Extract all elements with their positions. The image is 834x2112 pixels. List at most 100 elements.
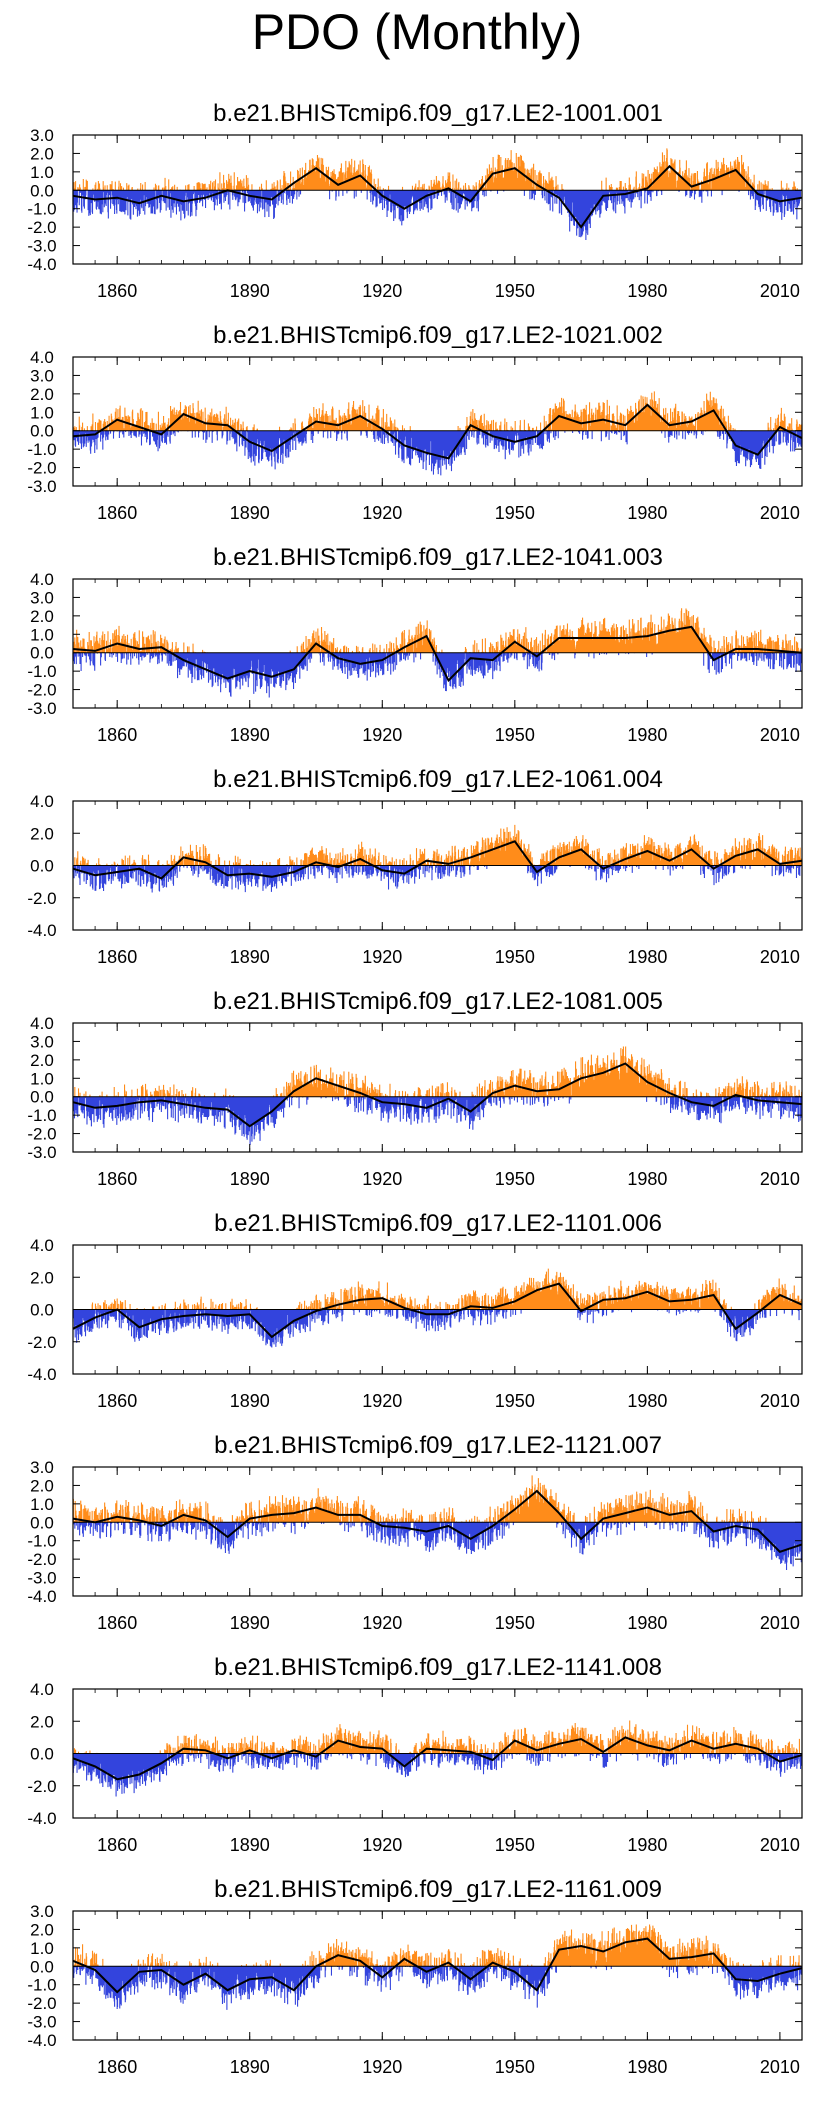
plot-frame	[72, 578, 803, 709]
x-tick-label: 1860	[97, 2057, 137, 2077]
x-tick-label: 1860	[97, 281, 137, 301]
positive-bars	[74, 1046, 803, 1097]
y-tick-label: -1.0	[27, 200, 56, 219]
x-tick-label: 1860	[97, 1169, 137, 1189]
y-tick-label: -1.0	[27, 1976, 56, 1995]
x-tick-label: 1980	[627, 947, 667, 967]
plot-frame	[72, 1466, 803, 1597]
y-tick-label: -2.0	[27, 1333, 56, 1352]
chart-title: b.e21.BHISTcmip6.f09_g17.LE2-1081.005	[213, 988, 663, 1015]
y-tick-label: 2.0	[30, 1051, 54, 1070]
y-tick-label: -1.0	[27, 662, 56, 681]
negative-bars	[72, 865, 802, 893]
y-tick-label: 4.0	[30, 1680, 54, 1699]
chart-panel-8: b.e21.BHISTcmip6.f09_g17.LE2-1141.008 -4.…	[27, 1654, 803, 1855]
x-tick-label: 1950	[495, 1391, 535, 1411]
positive-bars	[74, 824, 803, 866]
y-tick-label: 2.0	[30, 1712, 54, 1731]
x-tick-label: 2010	[760, 947, 800, 967]
chart-title: b.e21.BHISTcmip6.f09_g17.LE2-1041.003	[213, 544, 663, 571]
smoothed-line	[72, 1937, 803, 1994]
x-tick-label: 1890	[230, 1613, 270, 1633]
y-tick-label: 0.0	[30, 644, 54, 663]
chart-title: b.e21.BHISTcmip6.f09_g17.LE2-1021.002	[213, 322, 663, 349]
y-tick-label: 3.0	[30, 366, 54, 385]
chart-title: b.e21.BHISTcmip6.f09_g17.LE2-1161.009	[214, 1876, 662, 1903]
y-tick-label: -2.0	[27, 1777, 56, 1796]
y-tick-label: -2.0	[27, 681, 56, 700]
y-tick-label: -2.0	[27, 889, 56, 908]
chart-title: b.e21.BHISTcmip6.f09_g17.LE2-1001.001	[213, 100, 663, 127]
x-tick-label: 1920	[362, 947, 402, 967]
positive-bars	[72, 1924, 801, 1967]
y-tick-label: 2.0	[30, 607, 54, 626]
y-tick-label: 2.0	[30, 1476, 54, 1495]
x-tick-label: 1980	[627, 2057, 667, 2077]
smoothed-line	[72, 840, 803, 880]
y-tick-label: 1.0	[30, 1069, 54, 1088]
x-tick-label: 1920	[362, 1835, 402, 1855]
y-tick-label: 2.0	[30, 824, 54, 843]
plot-frame	[72, 1022, 803, 1153]
x-tick-label: 1920	[362, 281, 402, 301]
smoothed-line	[72, 164, 803, 229]
y-tick-label: 3.0	[30, 588, 54, 607]
y-tick-label: -1.0	[27, 1106, 56, 1125]
x-tick-label: 2010	[760, 725, 800, 745]
chart-panel-6: b.e21.BHISTcmip6.f09_g17.LE2-1101.006 -4.…	[27, 1210, 803, 1411]
x-tick-label: 2010	[760, 2057, 800, 2077]
y-tick-label: 0.0	[30, 422, 54, 441]
chart-title: b.e21.BHISTcmip6.f09_g17.LE2-1121.007	[214, 1432, 662, 1459]
y-tick-label: -2.0	[27, 1550, 56, 1569]
y-tick-label: -2.0	[27, 218, 56, 237]
x-tick-label: 1950	[495, 947, 535, 967]
y-tick-label: 3.0	[30, 1032, 54, 1051]
x-tick-label: 1860	[97, 1391, 137, 1411]
y-tick-label: 3.0	[30, 1902, 54, 1921]
x-tick-label: 1950	[495, 1835, 535, 1855]
x-tick-label: 1890	[230, 725, 270, 745]
y-tick-label: 0.0	[30, 857, 54, 876]
y-tick-label: -2.0	[27, 1125, 56, 1144]
negative-bars	[72, 430, 803, 476]
y-tick-label: 3.0	[30, 126, 54, 145]
y-tick-label: 0.0	[30, 1513, 54, 1532]
x-tick-label: 1890	[230, 503, 270, 523]
chart-title: b.e21.BHISTcmip6.f09_g17.LE2-1141.008	[214, 1654, 662, 1681]
y-tick-label: 0.0	[30, 1301, 54, 1320]
x-tick-label: 1890	[230, 2057, 270, 2077]
y-tick-label: 2.0	[30, 1268, 54, 1287]
chart-panel-9: b.e21.BHISTcmip6.f09_g17.LE2-1161.009 -4.…	[27, 1876, 803, 2077]
y-tick-label: -4.0	[27, 2031, 56, 2050]
chart-panel-2: b.e21.BHISTcmip6.f09_g17.LE2-1021.002 -3.…	[27, 322, 803, 523]
positive-bars	[72, 1475, 772, 1523]
x-tick-label: 1920	[362, 725, 402, 745]
negative-bars	[72, 1753, 803, 1797]
chart-panel-7: b.e21.BHISTcmip6.f09_g17.LE2-1121.007 -4.…	[27, 1432, 803, 1633]
x-tick-label: 1980	[627, 725, 667, 745]
y-tick-label: -2.0	[27, 1994, 56, 2013]
y-tick-label: -1.0	[27, 440, 56, 459]
y-tick-label: -3.0	[27, 477, 56, 496]
x-tick-label: 1890	[230, 1835, 270, 1855]
x-tick-label: 1980	[627, 281, 667, 301]
x-tick-label: 1860	[97, 725, 137, 745]
positive-bars	[91, 1268, 803, 1310]
x-tick-label: 2010	[760, 503, 800, 523]
x-tick-label: 1920	[362, 1169, 402, 1189]
x-tick-label: 1860	[97, 1835, 137, 1855]
x-tick-label: 1950	[495, 1613, 535, 1633]
y-tick-label: -4.0	[27, 921, 56, 940]
x-tick-label: 1980	[627, 503, 667, 523]
y-tick-label: 2.0	[30, 144, 54, 163]
x-tick-label: 1890	[230, 1169, 270, 1189]
x-tick-label: 1950	[495, 725, 535, 745]
y-tick-label: 0.0	[30, 1957, 54, 1976]
x-tick-label: 1980	[627, 1613, 667, 1633]
y-tick-label: 0.0	[30, 1088, 54, 1107]
y-tick-label: -4.0	[27, 1587, 56, 1606]
chart-panel-5: b.e21.BHISTcmip6.f09_g17.LE2-1081.005 -3.…	[27, 988, 803, 1189]
x-tick-label: 1950	[495, 1169, 535, 1189]
smoothed-line	[72, 625, 803, 683]
